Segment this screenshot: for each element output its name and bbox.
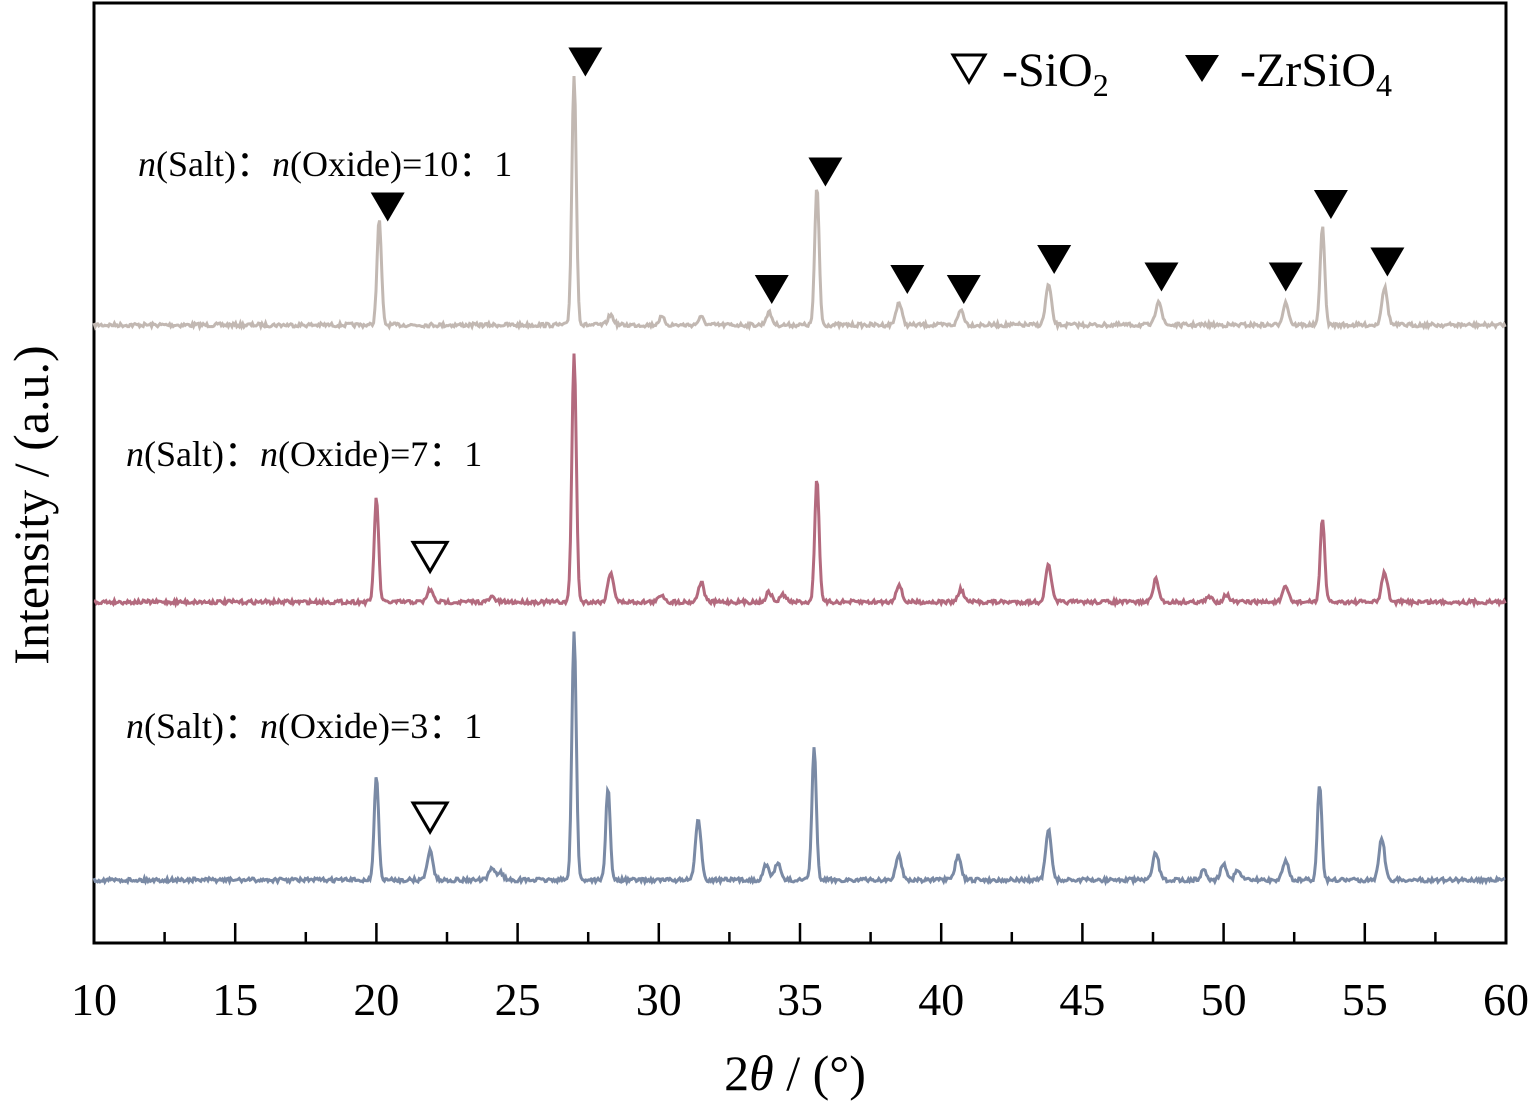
series-traces <box>92 75 1507 887</box>
sio2-peak-marker <box>410 801 450 835</box>
sio2-peak-marker <box>410 540 450 575</box>
zrsio4-peak-marker <box>1037 245 1072 274</box>
zrsio4-peak-marker <box>1370 247 1405 277</box>
legend-zrsio4: -ZrSiO4 <box>1240 44 1392 103</box>
zrsio4-peak-marker <box>370 192 405 222</box>
x-tick-label: 40 <box>918 974 964 1025</box>
zrsio4-peak-marker <box>1144 262 1179 292</box>
zrsio4-peak-marker <box>1268 262 1303 292</box>
x-tick-label: 35 <box>777 974 823 1025</box>
series-line-0 <box>92 75 1507 332</box>
x-tick-label: 25 <box>495 974 541 1025</box>
zrsio4-peak-marker <box>946 275 981 304</box>
series-label-10-1: n(Salt)：n(Oxide)=10：1 <box>138 144 512 184</box>
series-label-3-1: n(Salt)：n(Oxide)=3：1 <box>126 706 482 746</box>
zrsio4-peak-marker <box>1313 190 1348 219</box>
x-tick-label: 20 <box>353 974 399 1025</box>
x-tick-label: 15 <box>212 974 258 1025</box>
series-line-2 <box>92 631 1506 887</box>
x-axis-title: 2θ / (°) <box>724 1045 866 1101</box>
peak-markers <box>370 47 1405 835</box>
legend-sio2: -SiO2 <box>1002 44 1109 103</box>
x-axis-ticks: 10 15 20 25 30 35 40 45 50 55 60 <box>71 923 1529 1025</box>
x-tick-label: 50 <box>1201 974 1247 1025</box>
zrsio4-peak-marker <box>568 47 603 77</box>
series-label-7-1: n(Salt)：n(Oxide)=7：1 <box>126 434 482 474</box>
x-tick-label: 45 <box>1059 974 1105 1025</box>
zrsio4-peak-marker <box>808 157 843 187</box>
zrsio4-peak-marker <box>890 265 925 294</box>
series-line-1 <box>93 353 1507 609</box>
x-tick-label: 10 <box>71 974 117 1025</box>
y-axis-title: Intensity / (a.u.) <box>3 345 59 664</box>
x-tick-label: 60 <box>1483 974 1529 1025</box>
legend: -SiO2 -ZrSiO4 <box>950 44 1392 103</box>
zrsio4-peak-marker <box>754 275 789 304</box>
legend-open-triangle-icon <box>950 53 988 85</box>
legend-filled-triangle-icon <box>1185 55 1219 82</box>
x-tick-label: 30 <box>636 974 682 1025</box>
x-tick-label: 55 <box>1342 974 1388 1025</box>
